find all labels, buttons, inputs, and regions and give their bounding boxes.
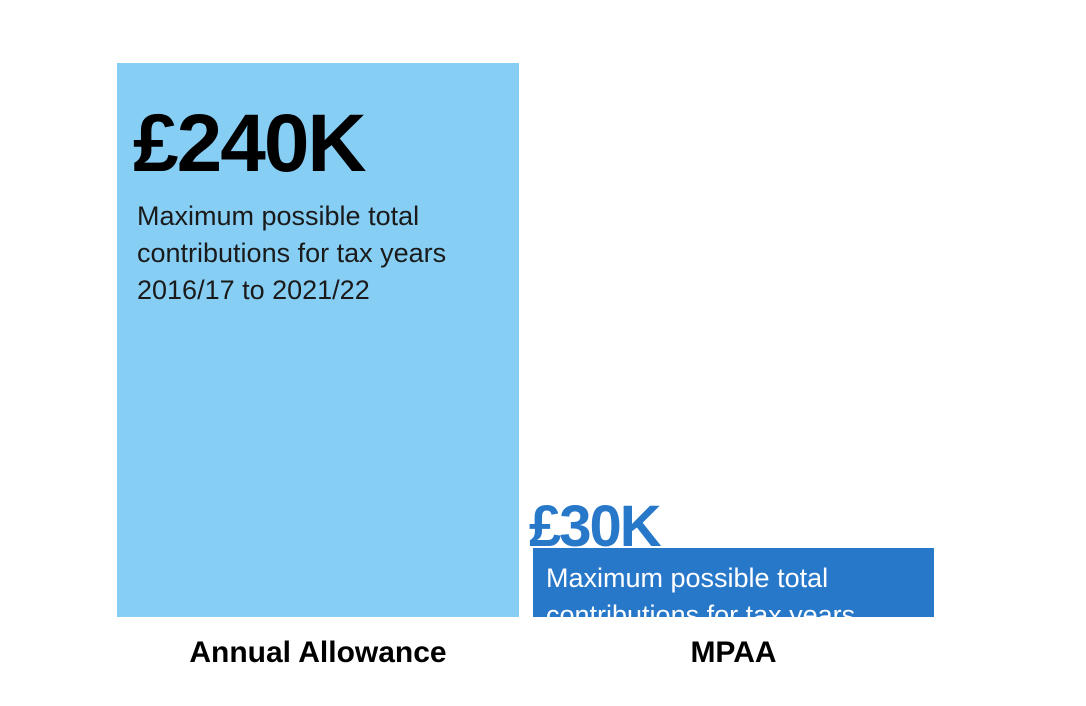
bar-mpaa	[533, 548, 934, 617]
category-label-mpaa: MPAA	[690, 636, 777, 669]
value-label-annual-allowance: £240K	[133, 98, 367, 189]
bar-annual-allowance	[117, 63, 519, 617]
description-annual-allowance: Maximum possible total contributions for…	[137, 201, 447, 305]
description-mpaa: Maximum possible total contributions for…	[546, 563, 856, 667]
value-label-mpaa: £30K	[529, 494, 662, 559]
category-label-annual-allowance: Annual Allowance	[189, 636, 447, 669]
